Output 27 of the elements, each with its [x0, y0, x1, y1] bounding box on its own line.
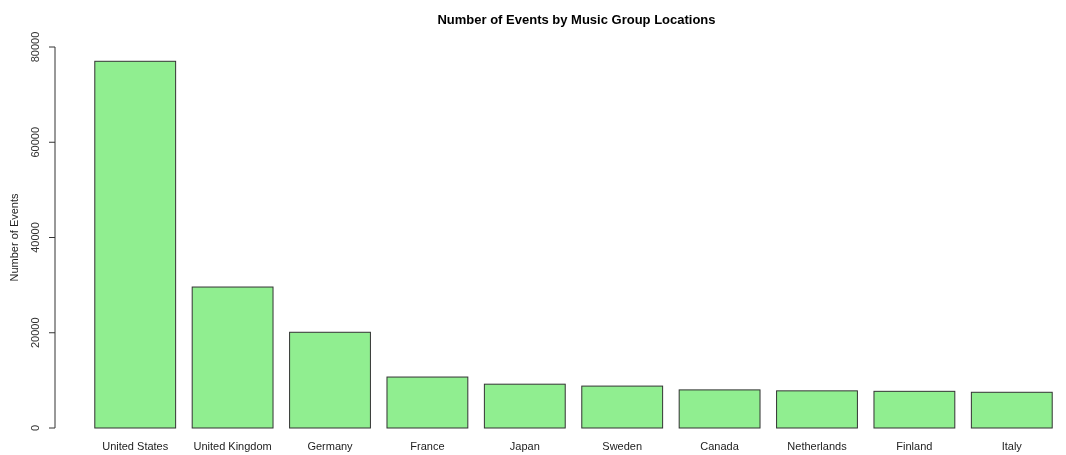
x-tick-label: United States — [102, 440, 169, 452]
bar — [776, 390, 858, 429]
x-tick-label: Canada — [700, 440, 740, 452]
y-tick-label: 0 — [29, 424, 41, 432]
x-tick-label: Finland — [896, 440, 933, 452]
bar — [94, 60, 177, 429]
x-tick-label: Japan — [509, 440, 540, 452]
x-tick-label: Sweden — [602, 440, 643, 452]
bar — [386, 376, 469, 429]
x-tick-label: Germany — [307, 440, 354, 452]
bar — [678, 389, 761, 429]
bar — [873, 390, 956, 429]
y-tick-label: 40000 — [29, 222, 41, 253]
y-tick-label: 20000 — [29, 317, 41, 349]
chart-title: Number of Events by Music Group Locations — [437, 12, 716, 27]
bar — [581, 385, 664, 429]
x-tick-label: Italy — [1001, 440, 1023, 452]
x-tick-label: Netherlands — [787, 440, 848, 452]
bar — [970, 391, 1053, 429]
y-tick-label: 60000 — [29, 126, 41, 158]
bar — [289, 331, 371, 429]
bar — [191, 286, 274, 429]
y-tick-label: 80000 — [29, 31, 41, 63]
y-axis-title: Number of Events — [8, 192, 20, 282]
bar — [483, 383, 566, 429]
x-tick-label: United Kingdom — [193, 440, 272, 452]
x-tick-label: France — [410, 440, 445, 452]
